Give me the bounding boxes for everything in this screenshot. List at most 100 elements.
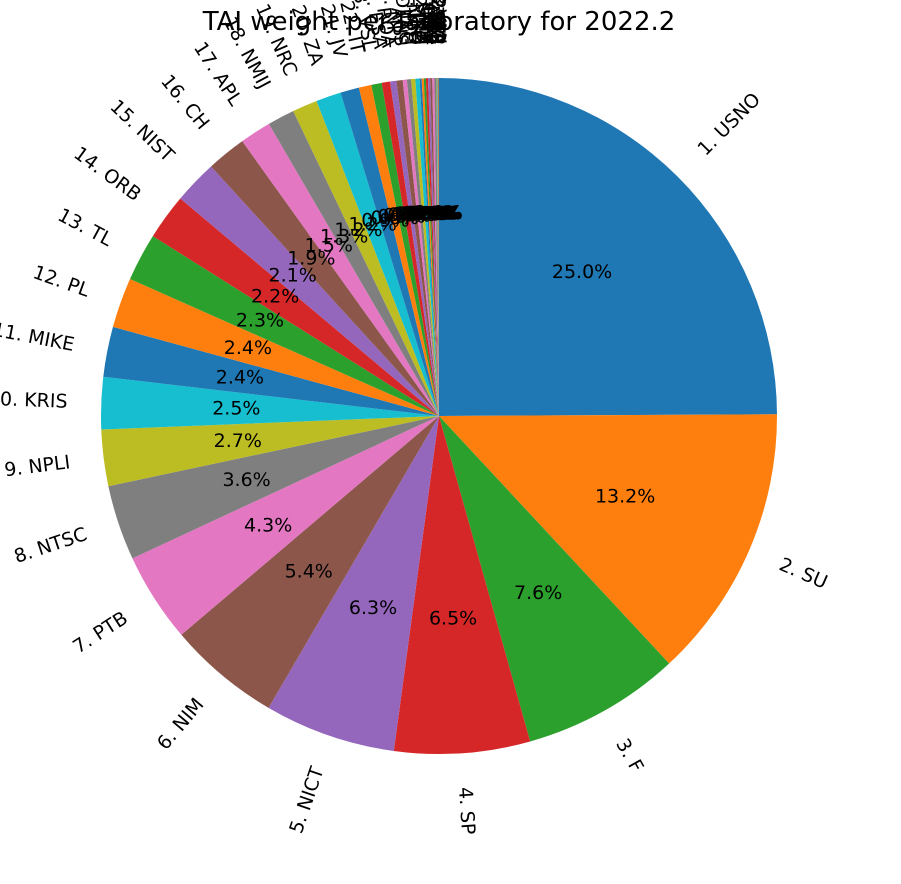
slice-label: 12. PL <box>30 261 93 301</box>
slice-label: 5. NICT <box>285 764 328 837</box>
slice-percent-label: 0.1% <box>404 203 452 225</box>
slice-percent-label: 0.0% <box>414 202 462 224</box>
chart-title: TAI weight per laboratory for 2022.2 <box>202 7 676 37</box>
slice-label: 6. NIM <box>153 694 209 754</box>
pie-slice-25 <box>390 80 439 416</box>
slice-percent-label: 6.3% <box>349 597 397 619</box>
slice-percent-label: 2.4% <box>224 337 272 359</box>
pie-slice-1 <box>439 78 777 416</box>
pie-slice-6 <box>181 416 439 708</box>
slice-label: 3. F <box>611 735 647 776</box>
slice-percent-label: 5.4% <box>285 560 333 582</box>
pie-slice-9 <box>101 416 440 487</box>
percent-labels: 25.0% 13.2% 7.6% 6.5% 6.3% 5.4% 4.3% 3.6% 2.7% 2.… <box>212 202 655 629</box>
slice-percent-label: 0.1% <box>413 202 461 224</box>
pie-slice-20 <box>316 92 439 416</box>
pie-slice-40 <box>436 78 439 416</box>
slice-percent-label: 0.1% <box>410 202 458 224</box>
slice-percent-label: 0.1% <box>405 202 453 224</box>
slice-percent-label: 1.2% <box>334 219 382 241</box>
pie-slice-36 <box>430 78 439 416</box>
pie-slices <box>100 77 778 755</box>
slice-label: 8. NTSC <box>11 523 89 568</box>
slice-percent-label: 2.4% <box>216 366 264 388</box>
slice-label: 4. SP <box>454 786 479 835</box>
slice-percent-label: 0.6% <box>371 207 419 229</box>
slice-percent-label: 0.0% <box>415 202 463 224</box>
slice-percent-label: 0.1% <box>408 202 456 224</box>
pie-slice-32 <box>421 78 439 416</box>
pie-slice-23 <box>371 82 439 416</box>
slice-label: 34. UME <box>412 0 437 45</box>
slice-percent-label: 2.7% <box>214 430 262 452</box>
pie-slice-2 <box>439 414 778 664</box>
pie-slice-24 <box>381 81 439 416</box>
slice-percent-label: 0.9% <box>361 209 409 231</box>
pie-slice-3 <box>439 416 670 742</box>
pie-slice-22 <box>358 84 439 416</box>
slice-label: 1. USNO <box>693 88 765 160</box>
slice-percent-label: 3.6% <box>222 469 270 491</box>
slice-percent-label: 0.2% <box>399 203 447 225</box>
pie-slice-21 <box>340 87 439 416</box>
pie-slice-35 <box>427 78 439 417</box>
pie-slice-8 <box>108 416 440 559</box>
pie-slice-4 <box>393 416 531 755</box>
slice-label: 40. SCL <box>425 0 447 45</box>
slice-percent-label: 2.1% <box>269 265 317 287</box>
slice-label: 37. MSL <box>420 0 443 45</box>
slice-label: 15. NIST <box>106 95 179 166</box>
pie-slice-17 <box>242 123 439 417</box>
slice-percent-label: 1.2% <box>349 213 397 235</box>
pie-slice-7 <box>132 416 439 635</box>
slice-percent-label: 13.2% <box>595 486 655 508</box>
pie-slice-37 <box>432 78 439 416</box>
slice-label: 33. SMD <box>409 0 434 45</box>
slice-percent-label: 4.3% <box>244 514 292 536</box>
pie-slice-19 <box>293 100 439 416</box>
slice-label: 10. KRIS <box>0 388 68 413</box>
pie-slice-16 <box>211 141 439 417</box>
pie-slice-38 <box>434 78 439 416</box>
pie-slice-29 <box>411 78 439 416</box>
slice-percent-label: 0.3% <box>391 204 439 226</box>
pie-slice-34 <box>425 78 439 417</box>
slice-percent-label: 25.0% <box>552 261 612 283</box>
pie-slice-26 <box>396 79 439 417</box>
slice-percent-label: 1.9% <box>287 247 335 269</box>
slice-percent-label: 2.5% <box>212 397 260 419</box>
slice-percent-label: 0.0% <box>413 202 461 224</box>
slice-percent-label: 0.0% <box>414 202 462 224</box>
slice-percent-label: 0.1% <box>409 202 457 224</box>
slice-label: 43. UA <box>427 0 449 44</box>
slice-label: 38. NIS <box>423 0 446 44</box>
slice-label: 13. TL <box>54 204 116 251</box>
slice-percent-label: 2.3% <box>236 310 284 332</box>
slice-label: 44. VMI <box>428 0 450 44</box>
slice-label: 39. PTB2 <box>425 0 448 44</box>
slice-label: 31. IPQ <box>404 0 430 45</box>
slice-label: 14. ORB <box>70 142 146 205</box>
pie-slice-30 <box>415 78 439 416</box>
slice-label: 41. SIQ <box>426 0 448 44</box>
slice-label: 7. PTB <box>69 607 132 658</box>
slice-percent-label: 0.5% <box>377 206 425 228</box>
pie-slice-42 <box>437 77 439 416</box>
slice-percent-label: 0.2% <box>402 203 450 225</box>
slice-label: 42. TP <box>427 0 449 44</box>
slice-percent-label: 1.5% <box>305 235 353 257</box>
slice-label: 11. MIKE <box>0 319 76 356</box>
slice-label: 30. NAO <box>399 0 426 46</box>
slice-label: 2. SU <box>776 554 831 594</box>
pie-slice-28 <box>406 79 439 417</box>
slice-label: 35. BEV <box>415 0 439 45</box>
slice-percent-label: 6.5% <box>429 607 477 629</box>
pie-slice-43 <box>438 77 439 416</box>
pie-slice-39 <box>436 78 439 417</box>
slice-percent-label: 0.0% <box>414 202 462 224</box>
slice-percent-label: 0.1% <box>406 202 454 224</box>
pie-slice-5 <box>268 416 439 751</box>
slice-percent-label: 0.2% <box>397 203 445 225</box>
pie-slice-10 <box>100 376 440 430</box>
